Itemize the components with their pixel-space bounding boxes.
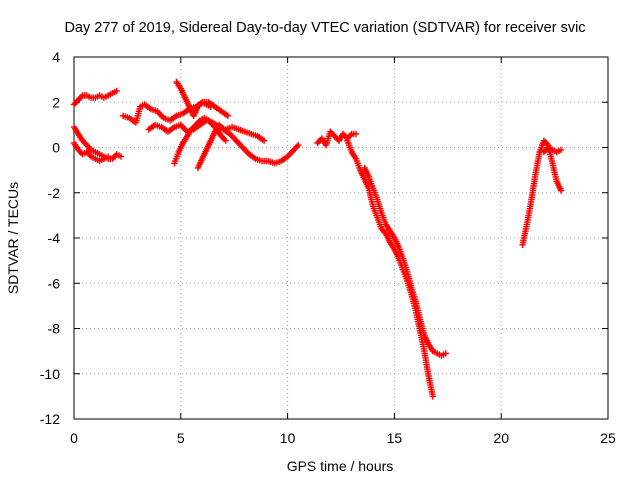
y-tick-label: -10 [40,366,60,382]
series-arc1 [70,87,120,108]
data-point [557,187,565,194]
chart-title: Day 277 of 2019, Sidereal Day-to-day VTE… [64,20,585,36]
x-tick-label: 15 [387,430,403,446]
x-tick-label: 20 [493,430,509,446]
series-arc9 [314,128,360,149]
x-tick-label: 25 [600,430,616,446]
grid [74,57,608,419]
data-point [295,142,302,149]
data-point [352,130,360,138]
series-arc6 [173,78,214,119]
x-tick-label: 10 [280,430,296,446]
y-tick-label: -4 [48,230,61,246]
series-arc11 [361,164,449,359]
data-point [429,393,436,400]
series-arc10 [344,137,436,400]
data-point [117,153,125,160]
x-axis-label: GPS time / hours [287,458,394,474]
x-tick-label: 0 [70,430,78,446]
y-axis-label: SDTVAR / TECUs [5,182,21,294]
series-arc12 [519,137,565,248]
data-point [224,112,231,119]
data-point [113,87,120,95]
y-tick-label: -2 [48,185,61,201]
y-tick-label: -8 [48,321,61,337]
y-tick-label: -6 [48,275,61,291]
data-point [260,137,268,144]
data-point [557,146,565,153]
data-point [105,153,112,160]
y-tick-label: 0 [52,140,60,156]
series-arc7 [171,114,229,167]
y-tick-label: 4 [52,49,60,65]
series-arc8 [194,121,302,172]
y-tick-label: 2 [52,94,60,110]
data-series [70,78,565,400]
x-tick-label: 5 [177,430,185,446]
series-arc3 [70,139,112,165]
data-point [207,103,214,110]
y-tick-label: -12 [40,411,60,427]
series-arc2 [70,123,125,162]
data-point [442,350,449,357]
series-arc13 [540,144,565,156]
axis-ticks: 0 5 10 15 20 25 -12 -10 -8 -6 -4 -2 0 2 4 [40,49,616,446]
data-point [222,137,229,144]
